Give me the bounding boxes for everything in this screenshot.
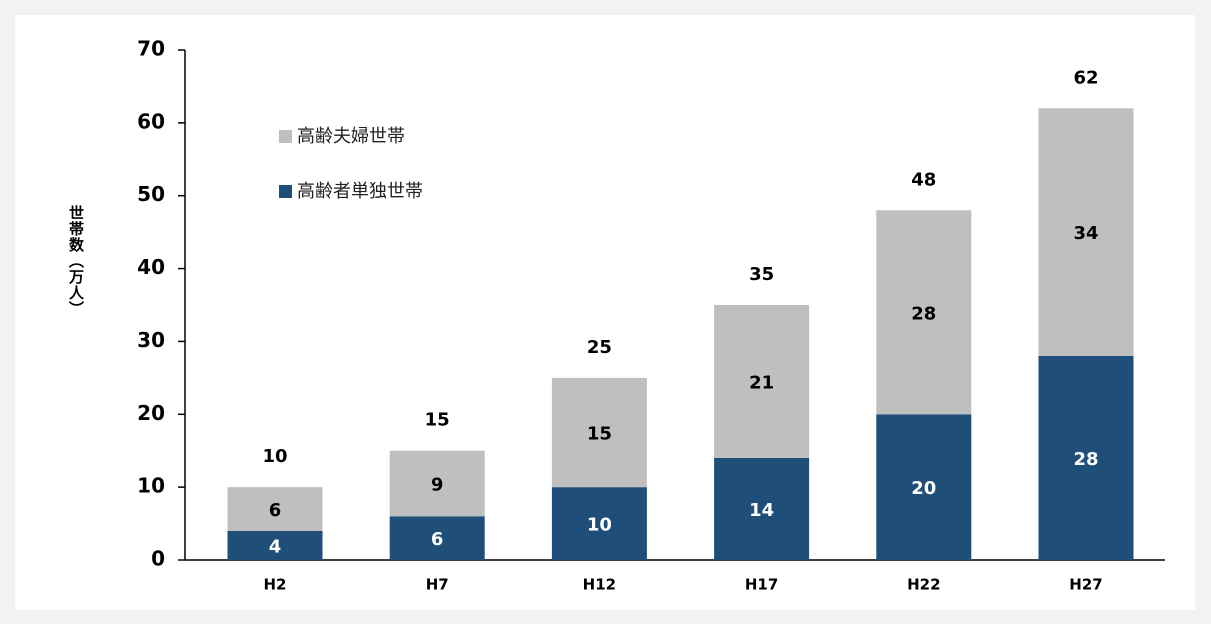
bar-segment (227, 530, 323, 560)
x-tick-label: H22 (907, 576, 940, 594)
data-label: 10 (587, 515, 612, 536)
x-tick-label: H2 (264, 576, 287, 594)
x-tick-label: H12 (583, 576, 616, 594)
total-label: 10 (262, 446, 287, 467)
y-tick-label: 50 (137, 182, 165, 206)
legend-swatch (279, 185, 292, 198)
legend-label: 高齢者単独世帯 (297, 181, 423, 202)
bar-segment (551, 487, 647, 560)
y-tick-label: 30 (137, 328, 165, 352)
y-tick-label: 70 (137, 37, 165, 61)
legend-label: 高齢夫婦世帯 (297, 126, 405, 147)
bar-segment (1038, 108, 1134, 357)
data-label: 4 (269, 536, 282, 557)
data-label: 20 (911, 478, 936, 499)
bar-segment (389, 516, 485, 560)
y-tick-label: 20 (137, 401, 165, 425)
legend-swatch (279, 130, 292, 143)
x-tick-label: H7 (426, 576, 449, 594)
y-tick-label: 0 (151, 547, 165, 571)
total-label: 62 (1073, 67, 1098, 88)
total-label: 15 (425, 410, 450, 431)
total-label: 48 (911, 169, 936, 190)
data-label: 21 (749, 373, 774, 394)
data-label: 14 (749, 500, 774, 521)
y-tick-label: 10 (137, 474, 165, 498)
bar-segment (551, 377, 647, 488)
x-tick-label: H17 (745, 576, 778, 594)
y-tick-label: 40 (137, 255, 165, 279)
data-label: 34 (1073, 223, 1098, 244)
y-axis-label: 世帯数（万人） (67, 205, 85, 317)
bar-segment (227, 487, 323, 531)
data-label: 9 (431, 475, 444, 496)
bar-segment (876, 210, 972, 415)
bar-segment (389, 450, 485, 517)
total-label: 25 (587, 337, 612, 358)
bar-segment (876, 414, 972, 560)
bar-segment (1038, 356, 1134, 560)
total-label: 35 (749, 264, 774, 285)
data-label: 15 (587, 424, 612, 445)
data-label: 6 (431, 529, 444, 550)
x-tick-label: H27 (1069, 576, 1102, 594)
data-label: 28 (1073, 449, 1098, 470)
data-label: 28 (911, 303, 936, 324)
bar-segment (714, 458, 810, 560)
data-label: 6 (269, 500, 282, 521)
bar-segment (714, 305, 810, 458)
y-tick-label: 60 (137, 109, 165, 133)
